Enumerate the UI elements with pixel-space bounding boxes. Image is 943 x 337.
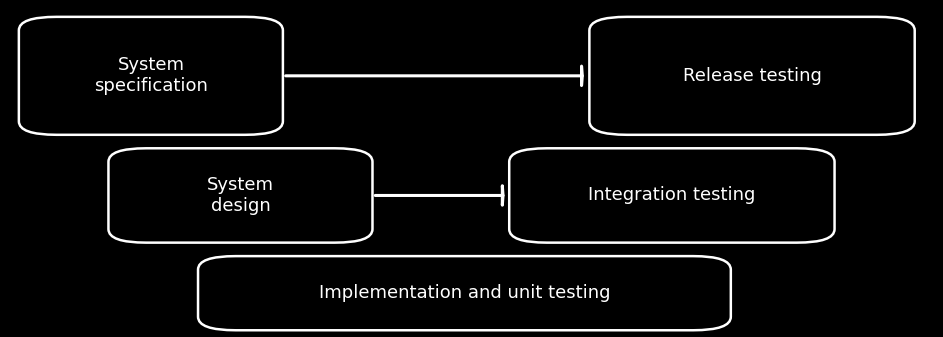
FancyBboxPatch shape [589, 17, 915, 135]
FancyBboxPatch shape [108, 148, 372, 243]
FancyBboxPatch shape [509, 148, 835, 243]
FancyBboxPatch shape [19, 17, 283, 135]
Text: Implementation and unit testing: Implementation and unit testing [319, 284, 610, 302]
Text: Release testing: Release testing [683, 67, 821, 85]
Text: System
specification: System specification [94, 56, 207, 95]
FancyBboxPatch shape [198, 256, 731, 330]
Text: Integration testing: Integration testing [588, 186, 755, 205]
Text: System
design: System design [207, 176, 274, 215]
